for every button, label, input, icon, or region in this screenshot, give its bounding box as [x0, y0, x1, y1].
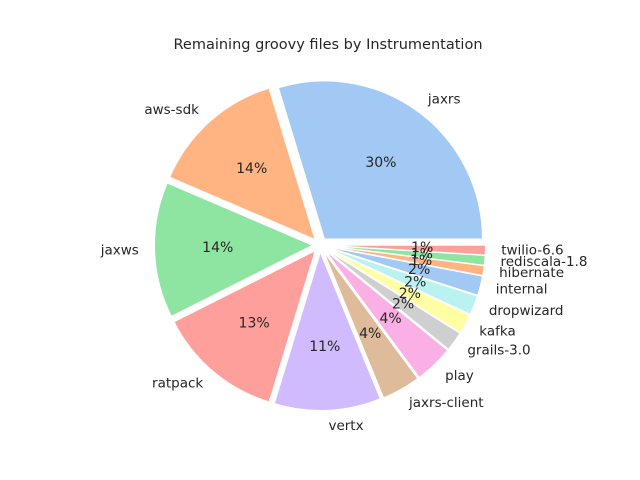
category-label-dropwizard: dropwizard [489, 303, 564, 319]
pie-slice-jaxrs [277, 80, 483, 240]
category-label-jaxws: jaxws [100, 243, 139, 259]
pct-label-grails-3-0: 2% [392, 297, 414, 313]
category-label-jaxrs: jaxrs [427, 91, 461, 107]
pie-slice-dropwizard [326, 247, 479, 316]
category-label-twilio-6-6: twilio-6.6 [501, 243, 563, 259]
pct-label-aws-sdk: 14% [236, 161, 267, 177]
category-label-rediscala-1-8: rediscala-1.8 [501, 254, 588, 270]
pct-label-ratpack: 13% [239, 315, 270, 331]
category-label-aws-sdk: aws-sdk [144, 102, 199, 118]
category-label-kafka: kafka [479, 324, 515, 340]
pie-slice-play [324, 250, 449, 379]
pct-label-hibernate: 1% [410, 253, 432, 269]
pie-slice-jaxrs-client [323, 251, 419, 399]
pct-label-jaxws: 14% [202, 240, 233, 256]
pct-label-internal: 2% [408, 262, 430, 278]
pie-slice-kafka [326, 248, 471, 334]
pct-label-jaxrs: 30% [365, 155, 396, 171]
pie-slice-aws-sdk [169, 87, 316, 241]
pct-label-kafka: 2% [399, 286, 421, 302]
pct-label-jaxrs-client: 4% [359, 326, 381, 342]
pct-label-dropwizard: 2% [404, 274, 426, 290]
pct-label-rediscala-1-8: 1% [411, 247, 433, 263]
category-label-vertx: vertx [328, 418, 363, 434]
pie-slice-vertx [273, 251, 381, 411]
category-label-grails-3-0: grails-3.0 [467, 343, 530, 359]
pie-slices [154, 80, 486, 411]
pie-slice-jaxws [154, 182, 314, 317]
pct-label-vertx: 11% [309, 339, 340, 355]
chart-title: Remaining groovy files by Instrumentatio… [173, 37, 482, 53]
pct-label-play: 4% [380, 311, 402, 327]
category-label-jaxrs-client: jaxrs-client [408, 395, 484, 411]
pie-slice-ratpack [173, 249, 316, 403]
pie-slice-internal [327, 246, 484, 296]
pie-slice-twilio-6-6 [327, 244, 486, 256]
category-label-hibernate: hibernate [499, 265, 564, 281]
pie-slice-grails-3-0 [325, 248, 461, 350]
category-label-play: play [445, 368, 474, 384]
pct-label-twilio-6-6: 1% [411, 240, 433, 256]
category-label-ratpack: ratpack [152, 376, 203, 392]
pie-labels: 30% jaxrs 14% aws-sdk 14% jaxws 13% ratpack 11% v… [100, 91, 588, 434]
category-label-internal: internal [496, 282, 548, 298]
